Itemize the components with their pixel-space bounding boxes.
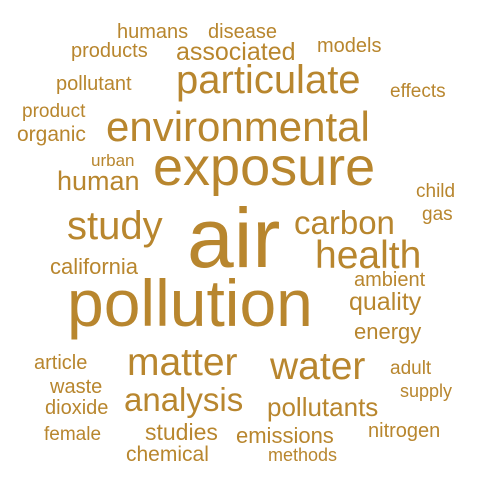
- word-article: article: [34, 352, 88, 374]
- word-carbon: carbon: [294, 204, 395, 241]
- word-effects: effects: [390, 81, 446, 102]
- word-nitrogen: nitrogen: [368, 420, 441, 442]
- word-study: study: [67, 204, 163, 248]
- word-energy: energy: [354, 319, 422, 344]
- word-california: california: [50, 254, 139, 279]
- word-organic: organic: [17, 123, 86, 146]
- word-human: human: [57, 166, 140, 196]
- word-female: female: [44, 424, 102, 445]
- word-chemical: chemical: [126, 443, 209, 466]
- word-emissions: emissions: [236, 423, 334, 448]
- word-environmental: environmental: [106, 103, 370, 150]
- word-gas: gas: [422, 204, 453, 225]
- word-associated: associated: [176, 38, 296, 66]
- word-ambient: ambient: [354, 269, 426, 291]
- word-humans: humans: [117, 21, 189, 43]
- word-dioxide: dioxide: [45, 397, 109, 419]
- word-exposure: exposure: [153, 137, 376, 197]
- word-waste: waste: [50, 376, 103, 398]
- word-models: models: [317, 35, 382, 57]
- word-studies: studies: [145, 419, 218, 445]
- word-matter: matter: [127, 341, 238, 384]
- word-methods: methods: [268, 445, 338, 465]
- word-particulate: particulate: [176, 58, 361, 102]
- word-quality: quality: [349, 288, 422, 316]
- word-urban: urban: [91, 151, 135, 170]
- word-pollutant: pollutant: [56, 73, 132, 95]
- word-disease: disease: [208, 21, 277, 43]
- word-pollutants: pollutants: [267, 392, 379, 422]
- word-pollution: pollution: [67, 266, 313, 340]
- word-products: products: [71, 40, 148, 62]
- word-product: product: [22, 101, 86, 122]
- word-supply: supply: [400, 381, 453, 401]
- word-water: water: [270, 345, 366, 388]
- word-child: child: [416, 181, 456, 202]
- word-health: health: [315, 234, 422, 277]
- word-analysis: analysis: [124, 381, 244, 418]
- word-air: air: [187, 191, 281, 285]
- word-adult: adult: [390, 358, 432, 379]
